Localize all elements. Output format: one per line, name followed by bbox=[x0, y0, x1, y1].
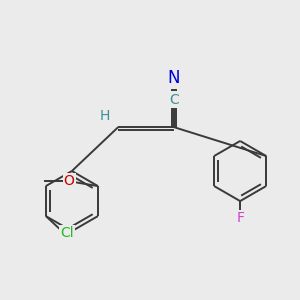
Text: O: O bbox=[64, 174, 74, 188]
Text: F: F bbox=[236, 211, 244, 225]
Text: Cl: Cl bbox=[60, 226, 74, 240]
Text: N: N bbox=[168, 70, 180, 88]
Text: H: H bbox=[100, 109, 110, 123]
Text: C: C bbox=[169, 92, 179, 106]
